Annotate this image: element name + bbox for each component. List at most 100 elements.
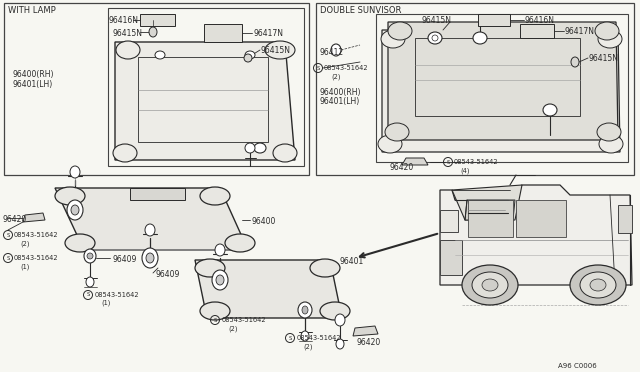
Ellipse shape <box>245 143 255 153</box>
Ellipse shape <box>473 32 487 44</box>
Text: (2): (2) <box>331 73 340 80</box>
Polygon shape <box>452 185 522 220</box>
Ellipse shape <box>86 277 94 287</box>
Polygon shape <box>382 30 620 152</box>
Bar <box>108 8 304 166</box>
Polygon shape <box>140 14 175 26</box>
Text: (2): (2) <box>303 343 312 350</box>
Text: (4): (4) <box>460 167 470 173</box>
Text: 08543-51642: 08543-51642 <box>222 317 267 323</box>
Text: 96401: 96401 <box>340 257 364 266</box>
Polygon shape <box>115 42 295 160</box>
Text: 96401(LH): 96401(LH) <box>320 97 360 106</box>
Bar <box>440 210 458 232</box>
Ellipse shape <box>200 302 230 320</box>
Polygon shape <box>204 24 242 42</box>
Text: A96 C0006: A96 C0006 <box>558 363 596 369</box>
Ellipse shape <box>543 104 557 116</box>
Ellipse shape <box>55 187 85 205</box>
Ellipse shape <box>67 200 83 220</box>
Text: 96400(RH): 96400(RH) <box>320 88 362 97</box>
Ellipse shape <box>245 51 255 59</box>
Ellipse shape <box>331 44 341 56</box>
Text: S: S <box>6 232 10 237</box>
Polygon shape <box>465 200 515 220</box>
Ellipse shape <box>388 22 412 40</box>
Text: 96415N: 96415N <box>261 46 291 55</box>
Ellipse shape <box>598 30 622 48</box>
Ellipse shape <box>87 253 93 259</box>
Ellipse shape <box>254 143 266 153</box>
Polygon shape <box>353 326 378 336</box>
Text: 08543-51642: 08543-51642 <box>454 159 499 165</box>
Ellipse shape <box>216 275 224 285</box>
Text: 96400: 96400 <box>252 217 276 226</box>
Ellipse shape <box>320 302 350 320</box>
Text: S: S <box>288 336 292 340</box>
Ellipse shape <box>570 265 626 305</box>
Ellipse shape <box>482 279 498 291</box>
Ellipse shape <box>265 41 295 59</box>
Text: 96420: 96420 <box>357 338 381 347</box>
Ellipse shape <box>212 270 228 290</box>
Polygon shape <box>195 260 342 318</box>
Text: 96401(LH): 96401(LH) <box>12 80 52 89</box>
Ellipse shape <box>571 57 579 67</box>
Ellipse shape <box>155 51 165 59</box>
Polygon shape <box>55 188 248 250</box>
Bar <box>468 200 513 237</box>
Ellipse shape <box>385 123 409 141</box>
Ellipse shape <box>273 144 297 162</box>
Text: 96416N: 96416N <box>525 16 555 25</box>
Text: S: S <box>213 317 217 323</box>
Ellipse shape <box>84 249 96 263</box>
Ellipse shape <box>225 234 255 252</box>
Text: (1): (1) <box>101 300 110 307</box>
Text: 08543-51642: 08543-51642 <box>324 65 369 71</box>
Text: 96417N: 96417N <box>253 29 283 38</box>
Text: 96412: 96412 <box>320 48 344 57</box>
Polygon shape <box>402 158 428 165</box>
Ellipse shape <box>65 234 95 252</box>
Text: 96400(RH): 96400(RH) <box>12 70 54 79</box>
Ellipse shape <box>310 259 340 277</box>
Text: 96417N: 96417N <box>565 27 595 36</box>
Text: S: S <box>446 160 450 164</box>
Text: 96409: 96409 <box>155 270 179 279</box>
Ellipse shape <box>215 244 225 256</box>
Bar <box>138 57 268 142</box>
Ellipse shape <box>472 272 508 298</box>
Ellipse shape <box>597 123 621 141</box>
Ellipse shape <box>595 22 619 40</box>
Ellipse shape <box>301 331 309 341</box>
Ellipse shape <box>70 166 80 178</box>
Bar <box>376 14 628 162</box>
Text: 96415N: 96415N <box>422 16 452 25</box>
Bar <box>440 240 462 275</box>
Ellipse shape <box>146 253 154 263</box>
Text: 08543-51642: 08543-51642 <box>14 255 59 261</box>
Text: S: S <box>6 256 10 260</box>
Polygon shape <box>23 213 45 222</box>
Ellipse shape <box>590 279 606 291</box>
Ellipse shape <box>599 135 623 153</box>
Ellipse shape <box>432 35 438 41</box>
Ellipse shape <box>149 27 157 37</box>
Polygon shape <box>520 24 554 38</box>
Polygon shape <box>440 185 632 285</box>
Text: 08543-51642: 08543-51642 <box>297 335 342 341</box>
Text: WITH LAMP: WITH LAMP <box>8 6 56 15</box>
Text: 96416N: 96416N <box>108 16 138 25</box>
Text: (2): (2) <box>20 240 29 247</box>
Ellipse shape <box>200 187 230 205</box>
Bar <box>618 205 632 233</box>
Text: DOUBLE SUNVISOR: DOUBLE SUNVISOR <box>320 6 401 15</box>
Ellipse shape <box>116 41 140 59</box>
Ellipse shape <box>580 272 616 298</box>
Text: 96415N: 96415N <box>112 29 142 38</box>
Text: 08543-51642: 08543-51642 <box>95 292 140 298</box>
Ellipse shape <box>298 302 312 318</box>
Ellipse shape <box>335 314 345 326</box>
Ellipse shape <box>142 248 158 268</box>
Text: 96415N: 96415N <box>589 54 619 63</box>
